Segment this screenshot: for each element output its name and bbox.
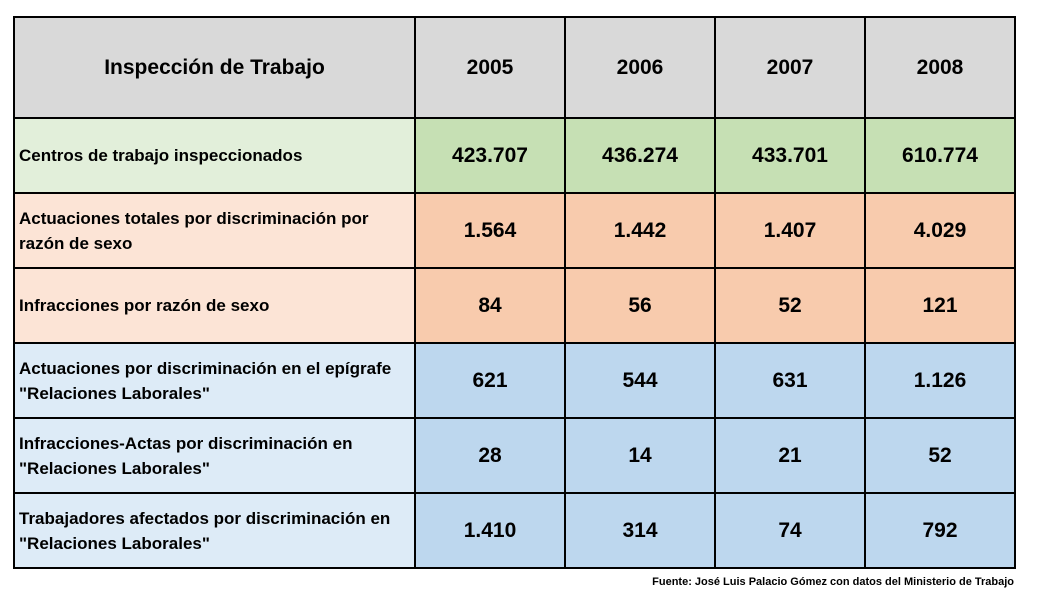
value-cell: 84 [414, 267, 566, 344]
value-cell: 4.029 [864, 192, 1016, 269]
header-year-cell: 2008 [864, 16, 1016, 119]
value-cell: 621 [414, 342, 566, 419]
value-cell: 1.407 [714, 192, 866, 269]
value-cell: 436.274 [564, 117, 716, 194]
value-cell: 433.701 [714, 117, 866, 194]
header-label-cell: Inspección de Trabajo [13, 16, 416, 119]
value-cell: 631 [714, 342, 866, 419]
table-row: Infracciones por razón de sexo 84 56 52 … [13, 267, 1016, 344]
table-header-row: Inspección de Trabajo 2005 2006 2007 200… [13, 16, 1016, 119]
row-label-cell: Infracciones por razón de sexo [13, 267, 416, 344]
value-cell: 52 [864, 417, 1016, 494]
value-cell: 121 [864, 267, 1016, 344]
source-note: Fuente: José Luis Palacio Gómez con dato… [652, 576, 1014, 588]
value-cell: 21 [714, 417, 866, 494]
inspection-table: Inspección de Trabajo 2005 2006 2007 200… [13, 16, 1016, 569]
value-cell: 544 [564, 342, 716, 419]
value-cell: 423.707 [414, 117, 566, 194]
table-row: Trabajadores afectados por discriminació… [13, 492, 1016, 569]
table-row: Centros de trabajo inspeccionados 423.70… [13, 117, 1016, 194]
value-cell: 28 [414, 417, 566, 494]
value-cell: 1.410 [414, 492, 566, 569]
value-cell: 1.442 [564, 192, 716, 269]
header-year-cell: 2005 [414, 16, 566, 119]
row-label-cell: Actuaciones totales por discriminación p… [13, 192, 416, 269]
value-cell: 74 [714, 492, 866, 569]
value-cell: 52 [714, 267, 866, 344]
row-label-cell: Centros de trabajo inspeccionados [13, 117, 416, 194]
header-year-cell: 2007 [714, 16, 866, 119]
value-cell: 1.126 [864, 342, 1016, 419]
table-row: Infracciones-Actas por discriminación en… [13, 417, 1016, 494]
value-cell: 56 [564, 267, 716, 344]
row-label-cell: Infracciones-Actas por discriminación en… [13, 417, 416, 494]
table-row: Actuaciones totales por discriminación p… [13, 192, 1016, 269]
value-cell: 314 [564, 492, 716, 569]
row-label-cell: Actuaciones por discriminación en el epí… [13, 342, 416, 419]
row-label-cell: Trabajadores afectados por discriminació… [13, 492, 416, 569]
value-cell: 14 [564, 417, 716, 494]
value-cell: 792 [864, 492, 1016, 569]
value-cell: 610.774 [864, 117, 1016, 194]
value-cell: 1.564 [414, 192, 566, 269]
table-row: Actuaciones por discriminación en el epí… [13, 342, 1016, 419]
header-year-cell: 2006 [564, 16, 716, 119]
